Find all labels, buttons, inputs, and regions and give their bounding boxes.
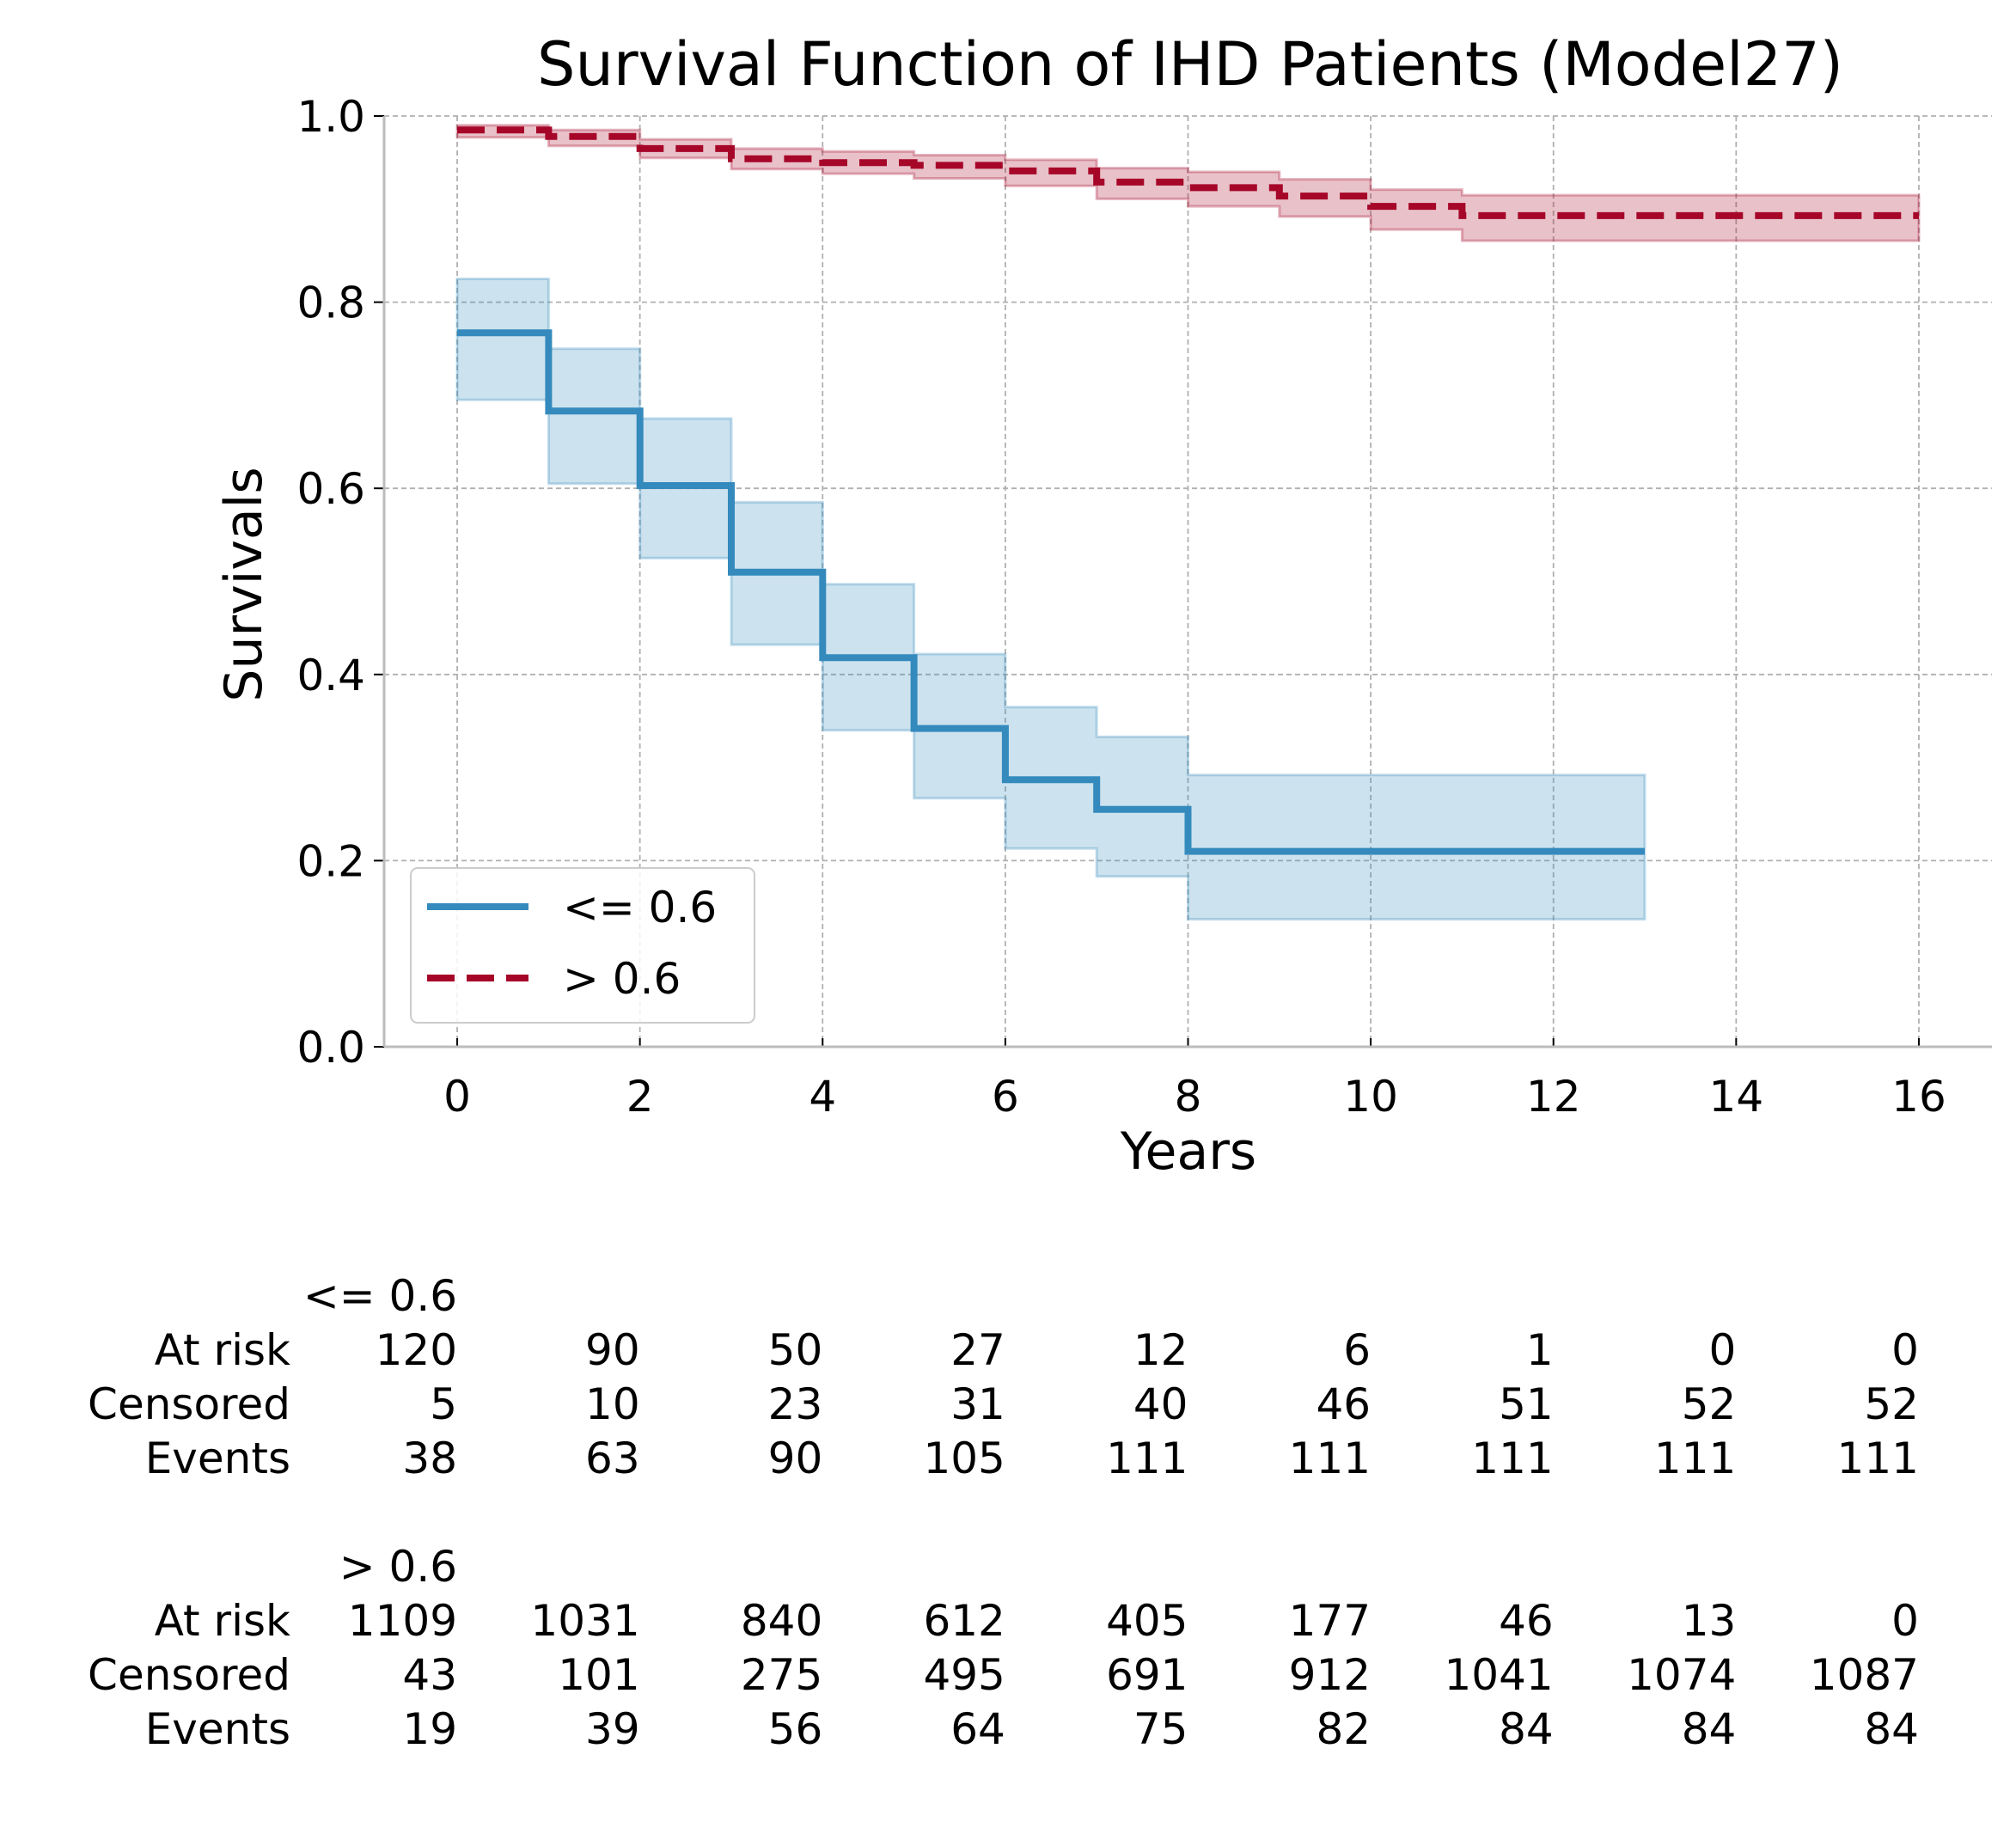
survival-line-low xyxy=(457,329,1645,855)
x-tick-label: 12 xyxy=(1526,1072,1581,1122)
x-axis-label: Years xyxy=(1120,1122,1256,1182)
x-tick-label: 0 xyxy=(443,1072,471,1122)
x-tick-label: 16 xyxy=(1891,1072,1946,1122)
y-tick-label: 0.6 xyxy=(296,464,365,514)
chart-title: Survival Function of IHD Patients (Model… xyxy=(537,29,1843,100)
legend-label-low: <= 0.6 xyxy=(563,883,717,932)
x-tick-label: 8 xyxy=(1175,1072,1202,1122)
y-tick-label: 0.4 xyxy=(296,651,365,700)
y-tick-label: 1.0 xyxy=(296,92,365,142)
y-tick-label: 0.0 xyxy=(296,1023,365,1073)
y-axis-label: Survivals xyxy=(214,467,274,701)
survival-curves xyxy=(457,126,1919,855)
x-tick-label: 2 xyxy=(626,1072,654,1122)
legend-label-high: > 0.6 xyxy=(563,954,681,1004)
x-tick-label: 10 xyxy=(1343,1072,1398,1122)
y-tick-label: 0.2 xyxy=(296,836,365,886)
ci-band-high xyxy=(455,124,1921,242)
legend: <= 0.6 > 0.6 xyxy=(410,867,755,1024)
x-tick-label: 4 xyxy=(809,1072,836,1122)
survival-line-high xyxy=(457,126,1919,219)
axes: 0 2 4 6 8 10 12 14 16 0.0 0.2 0.4 0.6 0.8 1.0 xyxy=(296,92,1992,1122)
x-tick-label: 6 xyxy=(992,1072,1019,1122)
y-tick-label: 0.8 xyxy=(296,278,365,328)
x-tick-label: 14 xyxy=(1709,1072,1764,1122)
